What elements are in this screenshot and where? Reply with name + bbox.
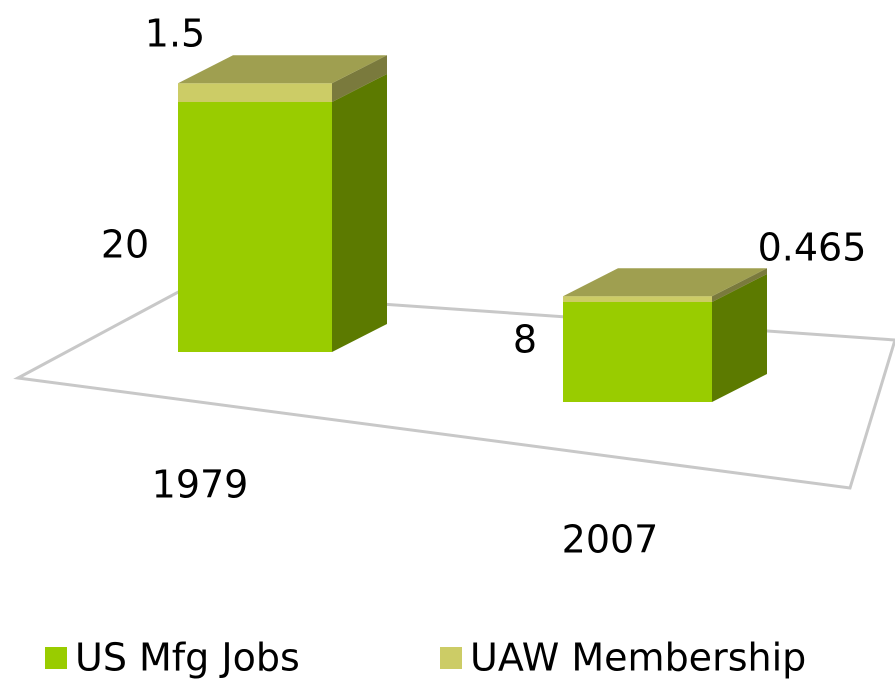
bar-top [563, 268, 767, 297]
bar [178, 102, 332, 352]
floor [13, 288, 895, 490]
value-label: 0.465 [758, 226, 867, 270]
bar-side [332, 55, 387, 102]
bar [563, 296, 712, 302]
bar-side [712, 268, 767, 302]
bar-side [712, 274, 767, 402]
value-label: 20 [101, 223, 149, 267]
bar-top [178, 55, 387, 84]
legend-label: US Mfg Jobs [75, 636, 300, 680]
value-label: 1.5 [145, 12, 205, 56]
legend-swatch [45, 647, 67, 669]
value-label: 8 [513, 318, 537, 362]
legend-swatch [440, 647, 462, 669]
bar-side [332, 74, 387, 352]
x-tick-label: 1979 [152, 463, 249, 507]
x-tick-label: 2007 [562, 518, 659, 562]
legend-label: UAW Membership [470, 636, 806, 680]
bar [563, 302, 712, 402]
bar [178, 83, 332, 102]
